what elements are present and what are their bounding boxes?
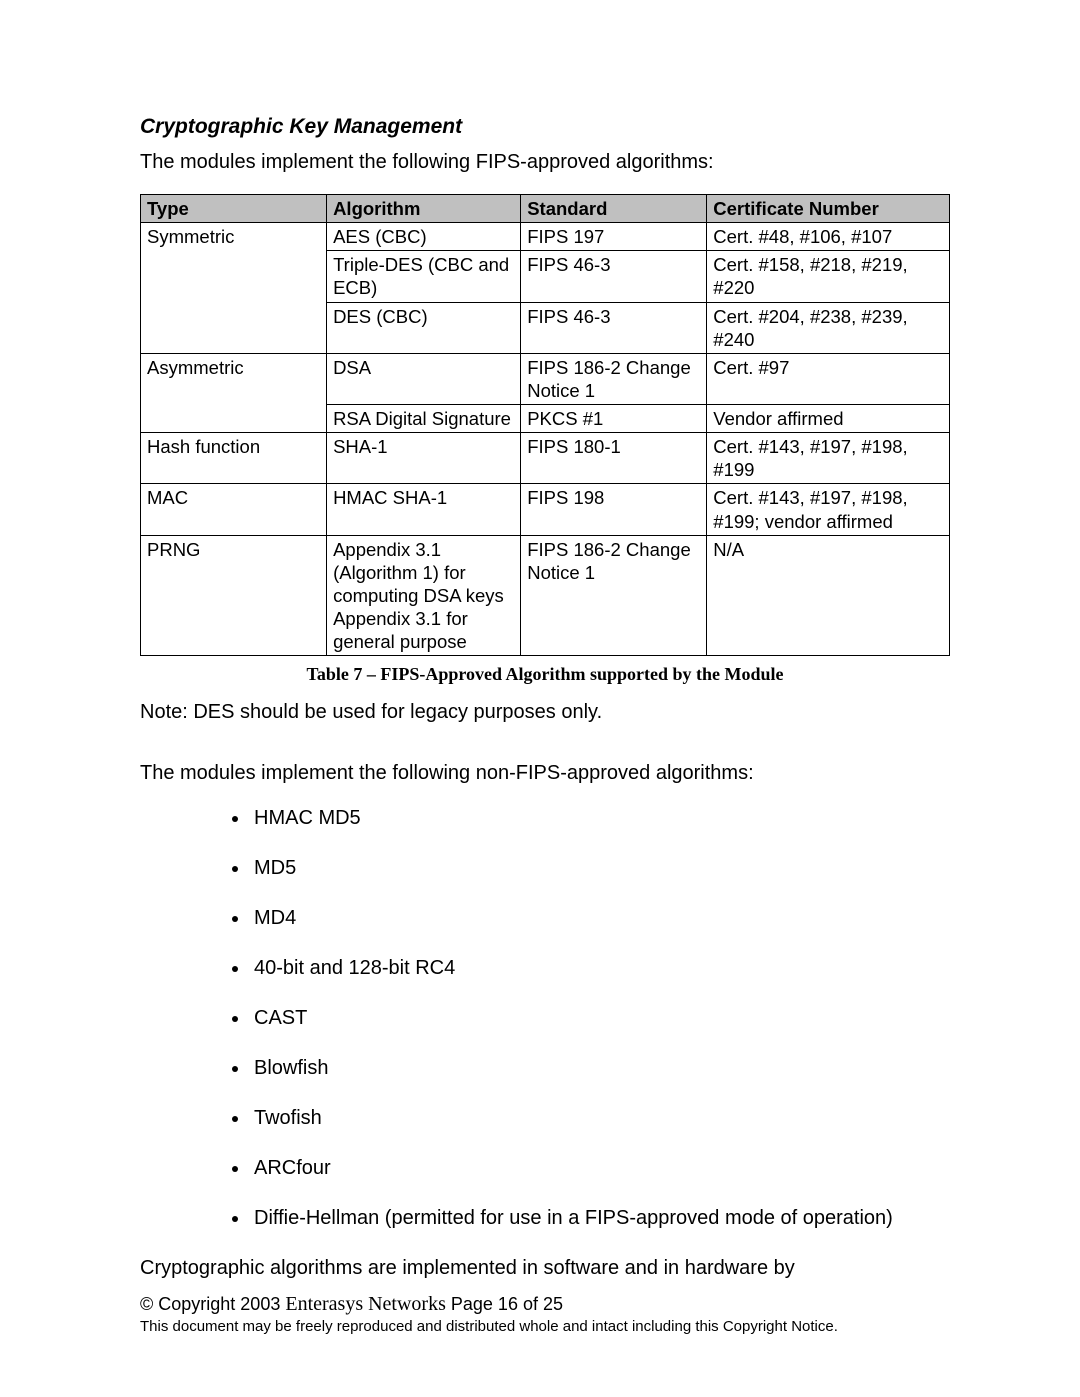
table-cell-algorithm: DES (CBC) [327,302,521,353]
table-cell-standard: FIPS 46-3 [521,251,707,302]
page-footer: © Copyright 2003 Enterasys Networks Page… [140,1293,950,1335]
footer-company: Enterasys Networks [285,1293,446,1315]
table-row: AsymmetricDSAFIPS 186-2 Change Notice 1C… [141,353,950,404]
table-cell-standard: FIPS 186-2 Change Notice 1 [521,353,707,404]
table-row: MACHMAC SHA-1FIPS 198Cert. #143, #197, #… [141,484,950,535]
table-header-cell: Type [141,195,327,223]
table-header-cell: Certificate Number [707,195,950,223]
table-cell-algorithm: DSA [327,353,521,404]
copyright-prefix: © Copyright 2003 [140,1294,285,1314]
table-header-cell: Standard [521,195,707,223]
table-cell-standard: FIPS 180-1 [521,433,707,484]
table-row: SymmetricAES (CBC)FIPS 197Cert. #48, #10… [141,223,950,251]
nonfips-list: HMAC MD5 MD5 MD4 40-bit and 128-bit RC4 CAST… [250,805,950,1231]
table-cell-algorithm: Triple-DES (CBC and ECB) [327,251,521,302]
table-cell-standard: FIPS 197 [521,223,707,251]
footer-page-number: Page 16 of 25 [446,1294,563,1314]
list-item: ARCfour [250,1155,950,1181]
nonfips-intro: The modules implement the following non-… [140,760,950,787]
table-cell-type: Hash function [141,433,327,484]
table-cell-certificate: Cert. #158, #218, #219, #220 [707,251,950,302]
list-item: Blowfish [250,1055,950,1081]
table-cell-certificate: Cert. #204, #238, #239, #240 [707,302,950,353]
table-caption: Table 7 – FIPS-Approved Algorithm suppor… [140,664,950,685]
table-cell-certificate: Cert. #143, #197, #198, #199 [707,433,950,484]
table-cell-certificate: Cert. #48, #106, #107 [707,223,950,251]
table-header-cell: Algorithm [327,195,521,223]
table-cell-standard: FIPS 186-2 Change Notice 1 [521,535,707,656]
table-cell-certificate: Vendor affirmed [707,405,950,433]
table-row: Hash functionSHA-1FIPS 180-1Cert. #143, … [141,433,950,484]
table-cell-algorithm: AES (CBC) [327,223,521,251]
note-paragraph: Note: DES should be used for legacy purp… [140,699,950,726]
table-cell-algorithm: Appendix 3.1 (Algorithm 1) for computing… [327,535,521,656]
table-cell-standard: FIPS 46-3 [521,302,707,353]
section-heading: Cryptographic Key Management [140,115,950,139]
list-item: MD5 [250,855,950,881]
table-row: PRNGAppendix 3.1 (Algorithm 1) for compu… [141,535,950,656]
table-cell-type: PRNG [141,535,327,656]
table-cell-certificate: N/A [707,535,950,656]
list-item: HMAC MD5 [250,805,950,831]
footer-notice: This document may be freely reproduced a… [140,1318,950,1335]
list-item: MD4 [250,905,950,931]
list-item: Twofish [250,1105,950,1131]
table-cell-standard: PKCS #1 [521,405,707,433]
table-cell-algorithm: SHA-1 [327,433,521,484]
list-item: Diffie-Hellman (permitted for use in a F… [250,1205,950,1231]
document-page: Cryptographic Key Management The modules… [0,0,1080,1397]
table-cell-algorithm: RSA Digital Signature [327,405,521,433]
table-cell-type: Symmetric [141,223,327,354]
table-cell-standard: FIPS 198 [521,484,707,535]
table-cell-type: Asymmetric [141,353,327,432]
table-cell-certificate: Cert. #97 [707,353,950,404]
table-cell-algorithm: HMAC SHA-1 [327,484,521,535]
fips-algorithms-table: TypeAlgorithmStandardCertificate Number … [140,194,950,656]
list-item: 40-bit and 128-bit RC4 [250,955,950,981]
list-item: CAST [250,1005,950,1031]
table-header-row: TypeAlgorithmStandardCertificate Number [141,195,950,223]
table-cell-certificate: Cert. #143, #197, #198, #199; vendor aff… [707,484,950,535]
intro-paragraph: The modules implement the following FIPS… [140,149,950,176]
footer-copyright: © Copyright 2003 Enterasys Networks Page… [140,1293,950,1316]
table-cell-type: MAC [141,484,327,535]
closing-paragraph: Cryptographic algorithms are implemented… [140,1255,950,1282]
